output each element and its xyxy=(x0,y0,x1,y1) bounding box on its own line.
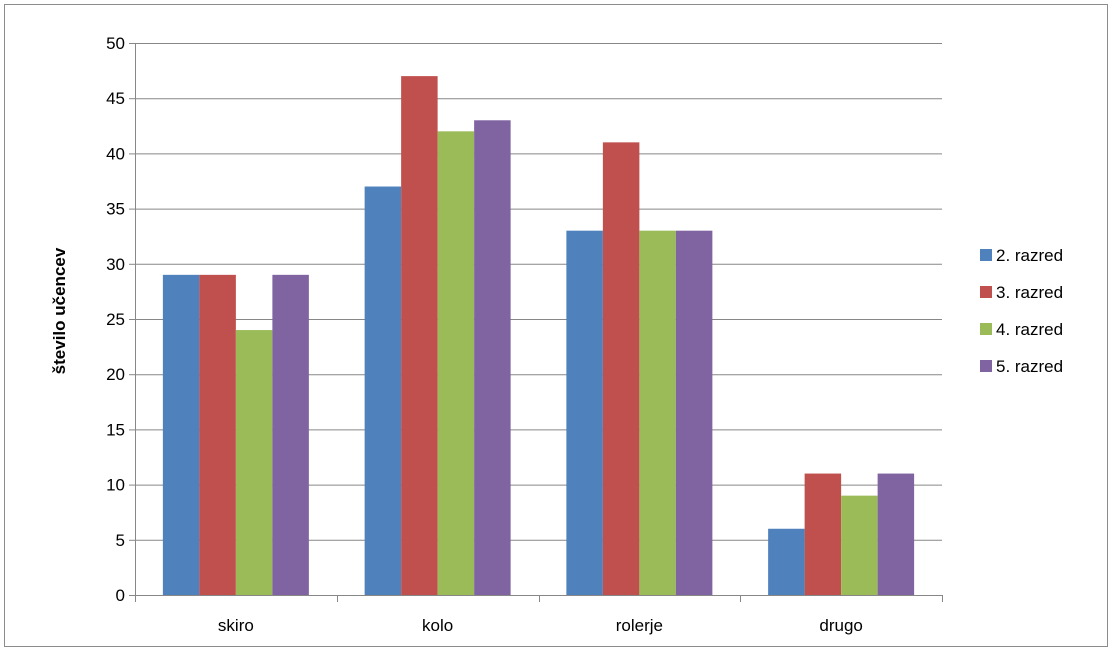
chart-frame: 0 5 10 15 20 25 30 35 40 45 50 skiro kolo rolerje dru… xyxy=(4,4,1108,647)
y-tick-label: 40 xyxy=(106,144,125,163)
legend-swatch xyxy=(980,360,992,372)
bar-rolerje-4 xyxy=(639,230,676,595)
bars xyxy=(162,76,915,596)
bar-drugo-2 xyxy=(768,528,805,595)
y-tick-label: 0 xyxy=(116,586,125,605)
bar-kolo-5 xyxy=(474,120,511,595)
bar-rolerje-5 xyxy=(675,230,713,595)
bar-drugo-5 xyxy=(877,473,915,595)
legend: 2. razred 3. razred 4. razred 5. razred xyxy=(980,246,1063,376)
bar-kolo-4 xyxy=(437,131,475,595)
bar-skiro-3 xyxy=(199,274,236,595)
bar-skiro-4 xyxy=(235,330,273,595)
x-tick-label: kolo xyxy=(422,616,453,635)
bar-skiro-5 xyxy=(272,274,309,595)
y-tick-label: 50 xyxy=(106,34,125,53)
bar-drugo-3 xyxy=(804,473,842,595)
bar-kolo-3 xyxy=(401,76,438,596)
legend-label: 5. razred xyxy=(996,357,1063,376)
y-tick-label: 5 xyxy=(116,531,125,550)
y-tick-label: 35 xyxy=(106,200,125,219)
bar-kolo-2 xyxy=(364,186,402,595)
legend-label: 2. razred xyxy=(996,246,1063,265)
y-tick-label: 45 xyxy=(106,89,125,108)
legend-swatch xyxy=(980,323,992,335)
y-tick-labels: 0 5 10 15 20 25 30 35 40 45 50 xyxy=(106,34,125,605)
x-tick-label: skiro xyxy=(218,616,254,635)
x-tick-label: drugo xyxy=(819,616,862,635)
bar-chart: 0 5 10 15 20 25 30 35 40 45 50 skiro kolo rolerje dru… xyxy=(50,34,1063,635)
legend-label: 4. razred xyxy=(996,320,1063,339)
y-tick-label: 20 xyxy=(106,365,125,384)
legend-swatch xyxy=(980,286,992,298)
axes xyxy=(135,43,943,602)
x-tick-label: rolerje xyxy=(616,616,663,635)
legend-swatch xyxy=(980,249,992,261)
y-tick-label: 10 xyxy=(106,476,125,495)
bar-rolerje-3 xyxy=(602,142,640,596)
bar-drugo-4 xyxy=(841,495,878,595)
y-tick-label: 15 xyxy=(106,420,125,439)
x-tick-labels: skiro kolo rolerje drugo xyxy=(218,616,863,635)
y-axis-title: število učencev xyxy=(50,247,69,374)
bar-rolerje-2 xyxy=(566,230,603,595)
y-tick-label: 30 xyxy=(106,255,125,274)
bar-skiro-2 xyxy=(162,274,200,595)
y-tick-label: 25 xyxy=(106,310,125,329)
legend-label: 3. razred xyxy=(996,283,1063,302)
